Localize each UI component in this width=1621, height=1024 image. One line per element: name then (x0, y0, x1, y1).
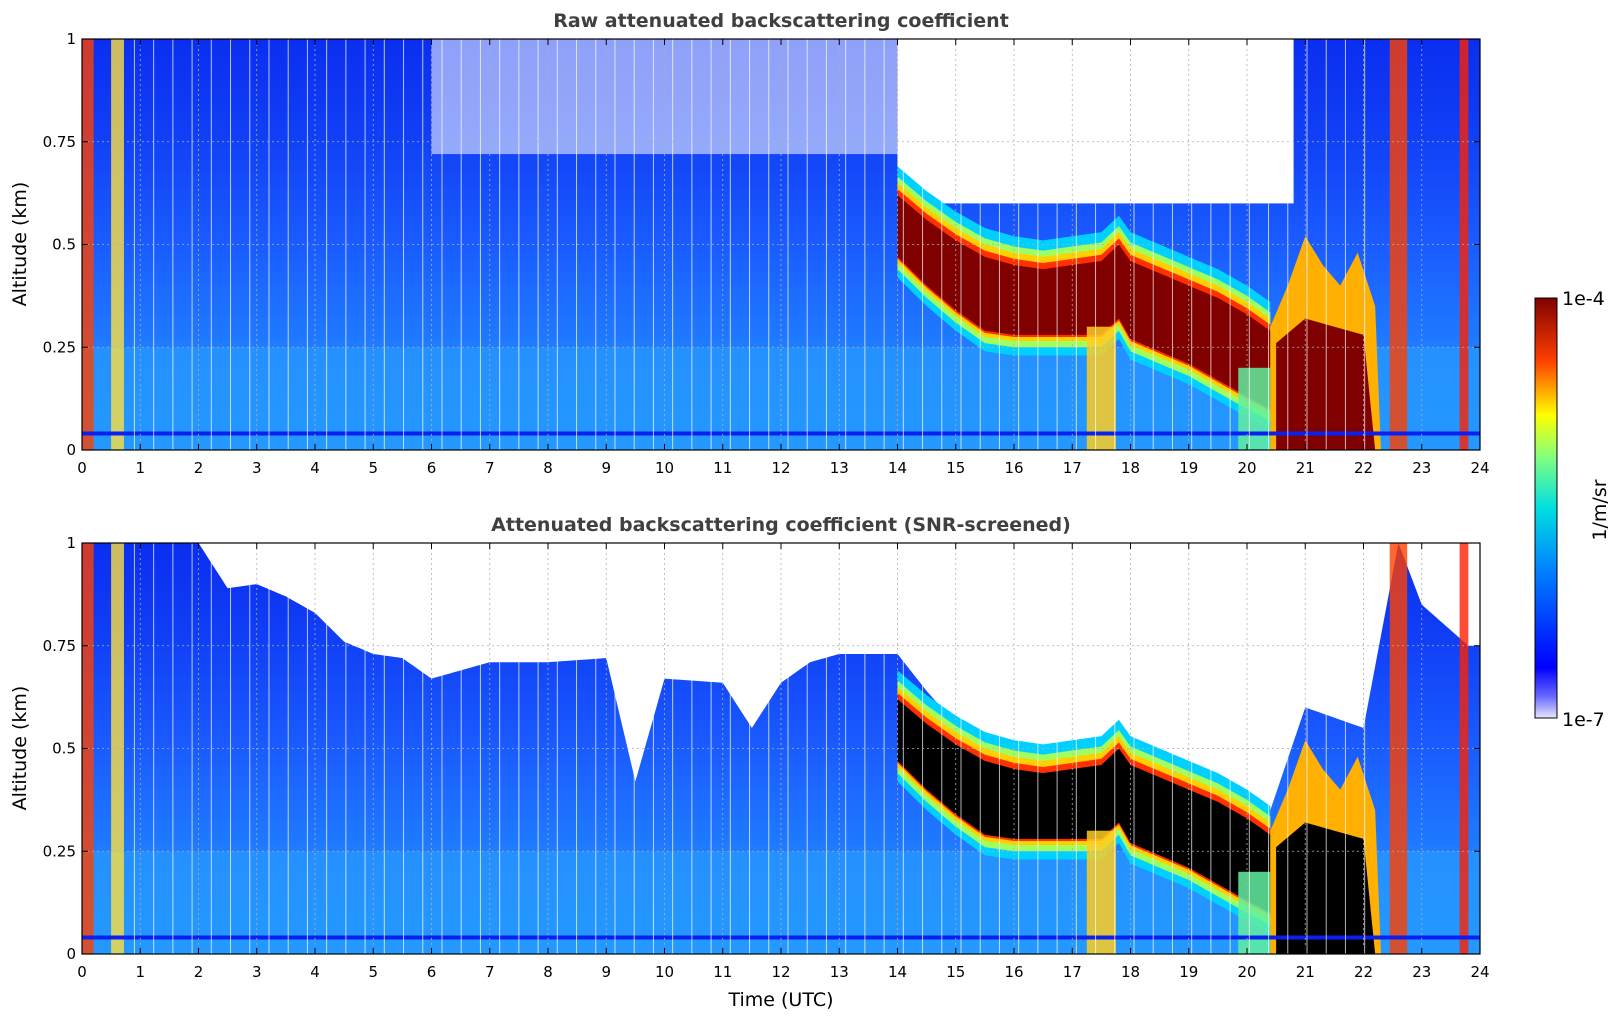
x-tick-label: 15 (946, 963, 965, 981)
colorbar-min-label: 1e-7 (1562, 709, 1605, 731)
x-tick-label: 2 (194, 963, 204, 981)
x-tick-label: 4 (310, 963, 320, 981)
x-tick-label: 4 (310, 459, 320, 477)
x-tick-label: 3 (252, 963, 262, 981)
x-tick-label: 8 (543, 963, 553, 981)
x-tick-label: 2 (194, 459, 204, 477)
noise-region (431, 39, 898, 155)
y-tick-label: 1 (66, 534, 76, 552)
x-tick-label: 18 (1121, 459, 1140, 477)
colorbar: 1e-4 1e-7 1/m/sr (1534, 288, 1611, 731)
fall-streak-20 (1238, 871, 1271, 954)
x-tick-label: 3 (252, 459, 262, 477)
x-tick-label: 21 (1296, 459, 1315, 477)
x-tick-label: 14 (888, 963, 907, 981)
low-cloud-core (1276, 822, 1376, 954)
x-tick-label: 20 (1237, 963, 1256, 981)
fall-streak-17 (1086, 830, 1116, 954)
panel-screened: Attenuated backscattering coefficient (S… (9, 514, 1490, 1011)
x-tick-label: 7 (485, 459, 495, 477)
y-tick-label: 0.5 (52, 236, 76, 254)
x-tick-label: 0 (77, 459, 87, 477)
panel-screened-y-ticks: 0 0.25 0.5 0.75 1 (43, 534, 1480, 963)
x-tick-label: 21 (1296, 963, 1315, 981)
fall-streak-20 (1238, 367, 1271, 450)
x-tick-label: 19 (1179, 459, 1198, 477)
panel-raw-title: Raw attenuated backscattering coefficien… (553, 10, 1009, 32)
panel-screened-ylabel: Altitude (km) (9, 686, 31, 811)
y-tick-label: 0.25 (43, 842, 76, 860)
panel-raw-y-ticks: 0 0.25 0.5 0.75 1 (43, 30, 1480, 459)
x-tick-label: 13 (830, 459, 849, 477)
y-tick-label: 0.75 (43, 133, 76, 151)
x-tick-label: 24 (1470, 459, 1489, 477)
fall-streak-17 (1086, 326, 1116, 450)
x-tick-label: 12 (771, 963, 790, 981)
x-tick-label: 10 (655, 963, 674, 981)
x-tick-label: 16 (1004, 459, 1023, 477)
x-tick-label: 14 (888, 459, 907, 477)
y-tick-label: 0 (66, 945, 76, 963)
panel-raw-x-ticks: 0 1 2 3 4 5 6 7 8 9 10 11 12 13 14 15 16 17 18 19 20 21 22 23 24 (77, 39, 1490, 477)
panel-screened-x-ticks: 0 1 2 3 4 5 6 7 8 9 10 11 12 13 14 15 16 17 18 19 20 21 22 23 24 (77, 543, 1490, 981)
x-tick-label: 9 (601, 459, 611, 477)
x-tick-label: 7 (485, 963, 495, 981)
x-tick-label: 12 (771, 459, 790, 477)
y-tick-label: 0 (66, 441, 76, 459)
x-tick-label: 24 (1470, 963, 1489, 981)
x-tick-label: 11 (713, 459, 732, 477)
panel-screened-xlabel: Time (UTC) (727, 989, 833, 1011)
panel-screened-grid (82, 543, 1480, 954)
x-tick-label: 23 (1412, 963, 1431, 981)
colorbar-gradient (1534, 297, 1558, 719)
x-tick-label: 1 (135, 459, 145, 477)
x-tick-label: 5 (368, 459, 378, 477)
x-tick-label: 0 (77, 963, 87, 981)
y-tick-label: 0.5 (52, 740, 76, 758)
x-tick-label: 13 (830, 963, 849, 981)
x-tick-label: 18 (1121, 963, 1140, 981)
x-tick-label: 20 (1237, 459, 1256, 477)
x-tick-label: 11 (713, 963, 732, 981)
x-tick-label: 23 (1412, 459, 1431, 477)
y-tick-label: 0.75 (43, 637, 76, 655)
colorbar-unit-label: 1/m/sr (1589, 479, 1611, 540)
x-tick-label: 6 (427, 963, 437, 981)
x-tick-label: 1 (135, 963, 145, 981)
x-tick-label: 5 (368, 963, 378, 981)
colorbar-max-label: 1e-4 (1562, 288, 1605, 310)
x-tick-label: 22 (1354, 963, 1373, 981)
x-tick-label: 6 (427, 459, 437, 477)
x-tick-label: 15 (946, 459, 965, 477)
x-tick-label: 17 (1063, 963, 1082, 981)
y-tick-label: 0.25 (43, 338, 76, 356)
x-tick-label: 22 (1354, 459, 1373, 477)
cloud-core (897, 699, 1271, 913)
panel-raw: Raw attenuated backscattering coefficien… (9, 10, 1490, 477)
panel-raw-grid (82, 39, 1480, 450)
y-tick-label: 1 (66, 30, 76, 48)
cloud-core (897, 195, 1271, 409)
x-tick-label: 19 (1179, 963, 1198, 981)
x-tick-label: 17 (1063, 459, 1082, 477)
x-tick-label: 16 (1004, 963, 1023, 981)
panel-raw-ylabel: Altitude (km) (9, 182, 31, 307)
x-tick-label: 9 (601, 963, 611, 981)
x-tick-label: 8 (543, 459, 553, 477)
x-tick-label: 10 (655, 459, 674, 477)
low-cloud-core (1276, 318, 1376, 450)
panel-screened-title: Attenuated backscattering coefficient (S… (491, 514, 1071, 536)
